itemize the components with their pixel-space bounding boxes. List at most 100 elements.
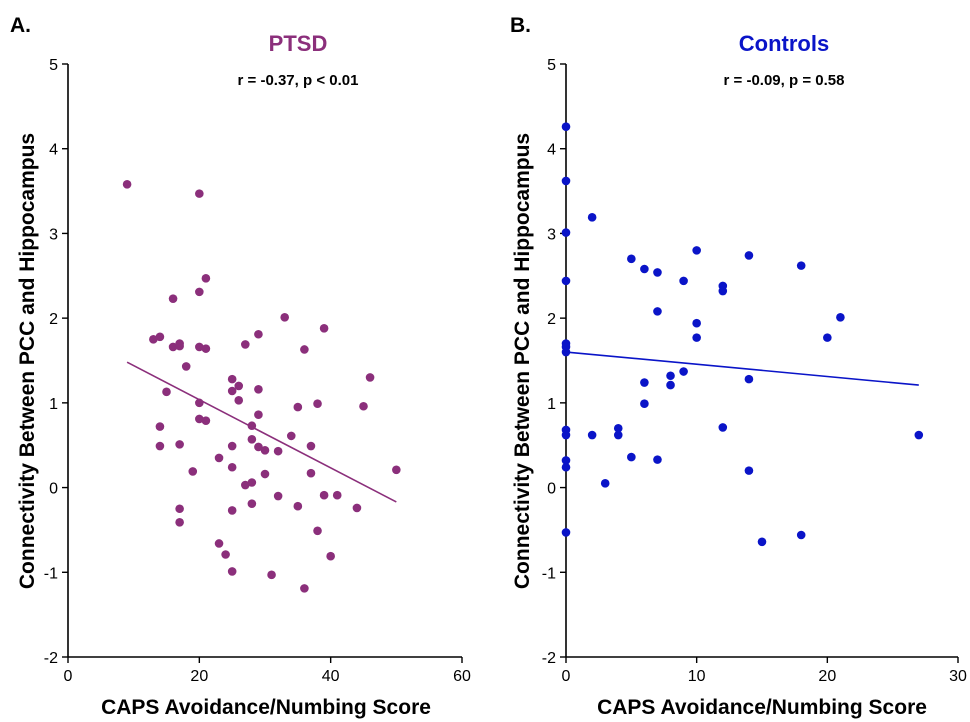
data-point: [627, 254, 636, 264]
data-point: [692, 318, 701, 328]
data-point: [227, 567, 237, 576]
data-point: [640, 399, 649, 409]
data-point: [319, 324, 329, 333]
data-point: [306, 468, 316, 478]
data-point: [613, 423, 623, 433]
data-point: [561, 122, 571, 131]
data-point: [306, 441, 316, 451]
x-tick-label: 20: [190, 668, 208, 685]
chart-title: Controls: [739, 31, 829, 56]
data-point: [254, 410, 263, 420]
data-point: [757, 537, 767, 547]
data-point: [319, 490, 329, 500]
y-tick-label: 1: [49, 396, 58, 413]
y-tick-label: 5: [547, 57, 556, 74]
data-point: [195, 287, 204, 297]
axes: -2 -1 0 1 2 3 4 5 0 10 20 30: [542, 57, 967, 685]
data-point: [201, 274, 211, 283]
panel-a: A. PTSD r = -0.37, p < 0.01 Connectivity…: [10, 14, 471, 719]
trend-line: [565, 351, 919, 386]
data-point: [653, 268, 662, 277]
data-point: [313, 526, 322, 536]
data-point: [326, 551, 335, 561]
data-point: [254, 329, 263, 339]
data-point: [201, 344, 211, 353]
data-point: [679, 367, 688, 376]
data-point: [796, 261, 806, 270]
data-point: [744, 251, 754, 260]
data-point: [260, 445, 270, 455]
data-point: [365, 373, 375, 382]
panel-letter: B.: [510, 14, 531, 37]
data-point: [293, 402, 303, 412]
data-point: [796, 530, 806, 540]
data-point: [214, 539, 224, 548]
data-point: [195, 414, 204, 424]
y-tick-label: 1: [547, 396, 556, 413]
data-point: [201, 416, 211, 425]
data-point: [744, 466, 754, 475]
y-tick-label: -1: [44, 565, 58, 582]
data-point: [260, 469, 270, 479]
data-point: [561, 228, 571, 237]
data-point: [823, 333, 832, 342]
data-point: [561, 462, 571, 472]
data-point: [666, 371, 675, 381]
data-point: [155, 422, 165, 431]
data-point: [836, 312, 845, 322]
data-point: [587, 213, 597, 222]
data-point: [653, 455, 662, 464]
chart-subtitle: r = -0.37, p < 0.01: [238, 72, 359, 89]
data-point: [352, 503, 362, 513]
data-point: [254, 385, 263, 394]
data-point: [247, 434, 257, 444]
data-point: [718, 286, 728, 296]
data-point: [300, 345, 309, 354]
data-point: [162, 387, 171, 397]
trend-line: [126, 361, 397, 503]
data-point: [227, 441, 237, 451]
y-tick-label: 2: [49, 311, 58, 328]
data-point: [587, 430, 597, 440]
data-point: [273, 491, 283, 501]
data-point: [313, 399, 322, 409]
y-tick-label: 0: [547, 481, 556, 498]
y-tick-label: -2: [44, 650, 58, 667]
data-point: [175, 504, 184, 514]
chart-title: PTSD: [269, 31, 328, 56]
data-point: [175, 518, 184, 527]
data-point: [280, 312, 290, 322]
data-point: [640, 264, 649, 274]
data-point: [640, 378, 649, 387]
data-point: [227, 506, 237, 515]
data-point: [300, 584, 309, 593]
data-point: [273, 446, 283, 456]
y-tick-label: -2: [542, 650, 556, 667]
data-point: [241, 340, 250, 349]
data-point: [227, 386, 237, 396]
x-tick-label: 20: [818, 668, 836, 685]
data-point: [359, 401, 368, 411]
data-point: [155, 441, 165, 451]
data-point: [247, 421, 257, 431]
x-tick-label: 60: [453, 668, 471, 685]
y-axis-label: Connectivity Between PCC and Hippocampus: [16, 133, 39, 589]
data-point: [627, 452, 636, 462]
data-point: [168, 342, 178, 352]
data-point: [247, 478, 257, 487]
data-point: [561, 456, 571, 465]
data-point: [613, 430, 623, 440]
data-point: [561, 347, 571, 357]
data-point: [181, 362, 191, 371]
data-point: [561, 528, 571, 537]
data-point: [195, 342, 204, 352]
axes: -2 -1 0 1 2 3 4 5 0 20 40 60: [44, 57, 471, 685]
data-point: [195, 398, 204, 408]
data-point: [227, 462, 237, 472]
data-point: [293, 501, 303, 511]
data-point: [392, 465, 401, 475]
data-point: [744, 374, 754, 384]
data-point: [254, 442, 263, 452]
data-point: [561, 430, 571, 440]
